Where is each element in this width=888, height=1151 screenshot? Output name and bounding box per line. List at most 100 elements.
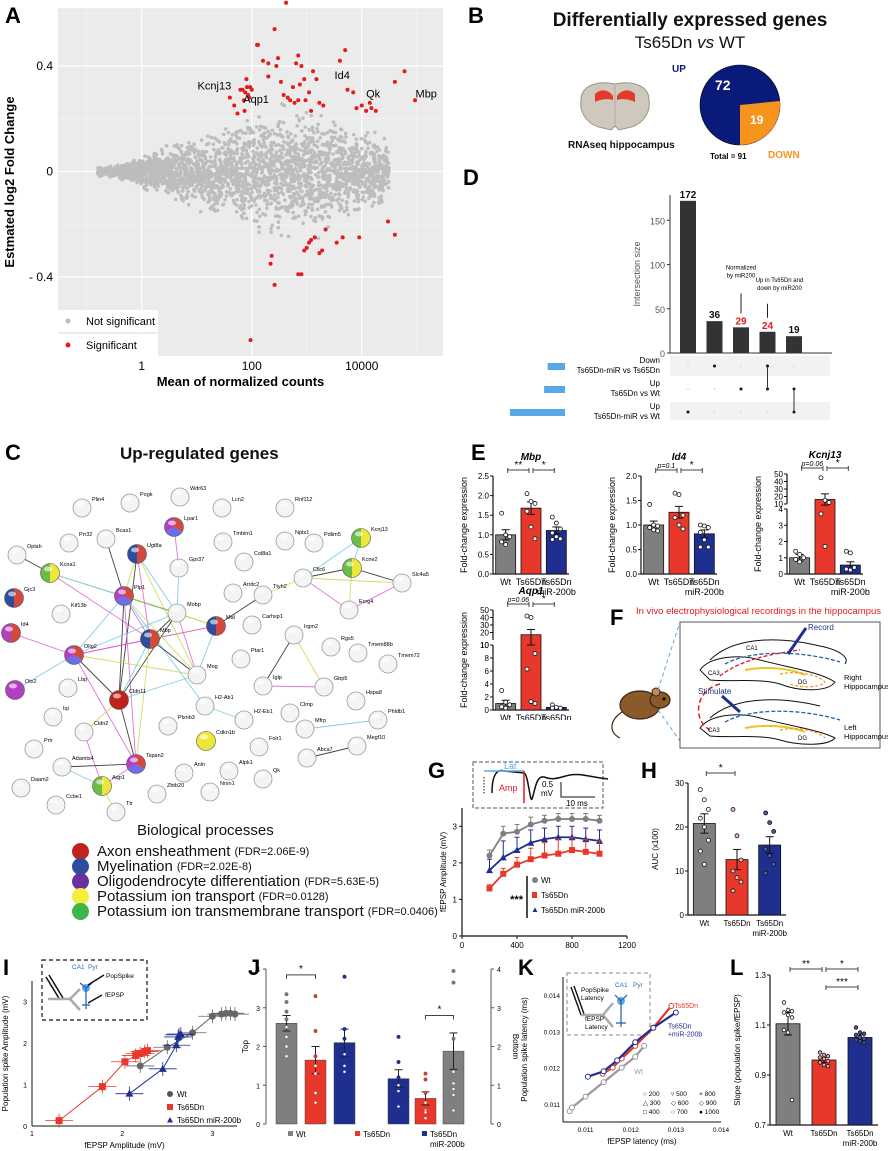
- y-tick-label: - 0.4: [29, 270, 53, 284]
- y-axis-label: fEPSP Amplitude (mV): [440, 832, 448, 913]
- gray-point: [191, 170, 195, 174]
- significant-point: [323, 227, 328, 232]
- node-label: Rgs5: [341, 636, 354, 642]
- data-point: [582, 1093, 589, 1100]
- gray-point: [227, 190, 232, 195]
- node-highlight: [257, 588, 265, 594]
- subtitle-part-3: WT: [714, 33, 746, 52]
- gray-point: [254, 125, 259, 129]
- data-point: [651, 522, 657, 528]
- node-plain: [295, 719, 315, 739]
- gray-point: [377, 148, 382, 152]
- y-axis-label: Intersection size: [632, 241, 642, 306]
- node-highlight: [238, 555, 246, 561]
- node-highlight: [253, 740, 261, 746]
- gray-point: [105, 166, 110, 170]
- gray-point: [172, 161, 177, 166]
- node-highlight: [174, 490, 182, 496]
- gray-point: [310, 177, 314, 182]
- legend-label: Wt: [177, 1090, 188, 1099]
- y-tick-label: 0.0: [478, 570, 490, 579]
- gray-point: [198, 209, 203, 214]
- intersection-value: 24: [762, 321, 774, 332]
- gray-point: [324, 160, 329, 165]
- gray-point: [121, 170, 126, 174]
- gray-point: [323, 156, 328, 161]
- gray-point: [280, 166, 284, 170]
- significance-label: p=0.06: [507, 597, 530, 604]
- gray-point: [342, 166, 347, 171]
- y-tick-label: 4: [779, 505, 784, 514]
- y-tick-label: 1.1: [755, 1021, 767, 1030]
- intersection-value: 36: [709, 310, 721, 321]
- gray-point: [296, 192, 301, 197]
- gray-point: [372, 152, 377, 156]
- gray-point: [135, 180, 139, 185]
- category-label: Wt: [500, 713, 511, 720]
- gray-point: [186, 189, 191, 194]
- matrix-row-band: [670, 402, 830, 420]
- gray-point: [281, 120, 286, 125]
- process-name: Myelination: [97, 858, 173, 875]
- network-node: Clic6: [293, 567, 325, 588]
- gray-point: [166, 185, 170, 189]
- data-point: [818, 475, 824, 481]
- node-half: [1, 623, 11, 643]
- data-point: [851, 565, 857, 570]
- gray-point: [241, 148, 245, 153]
- significant-point: [317, 100, 322, 105]
- data-point: [396, 1075, 401, 1080]
- stimulation-pathway: [570, 985, 585, 1016]
- node-label: Mal: [226, 615, 235, 621]
- gray-point: [264, 155, 269, 160]
- node-outline: [64, 645, 84, 665]
- gray-point: [250, 173, 255, 178]
- gray-point: [228, 152, 233, 157]
- gray-point: [261, 159, 266, 164]
- series-label: +miR-200b: [668, 1032, 703, 1039]
- y-tick-label: 10: [480, 641, 489, 650]
- x-axis-label: fEPSP latency (ms): [607, 1137, 677, 1146]
- gray-point: [310, 206, 314, 211]
- data-point: [451, 968, 456, 973]
- gray-point: [230, 192, 235, 197]
- data-point: [785, 1007, 791, 1013]
- bar: [811, 1059, 837, 1126]
- process-legend-item: Potassium ion transmembrane transport (FD…: [72, 903, 438, 920]
- network-edge: [302, 577, 403, 584]
- node-plain: [96, 529, 116, 549]
- node-label: Hspa8: [366, 690, 382, 696]
- set-size-bar: [509, 409, 565, 416]
- gray-point: [289, 177, 294, 181]
- significant-point: [296, 98, 301, 103]
- significant-point: [340, 235, 345, 240]
- gray-point: [318, 162, 322, 167]
- node-label: Tspan2: [146, 753, 164, 759]
- gray-point: [257, 214, 262, 219]
- matrix-dot: [713, 364, 716, 368]
- y-tick-label: 2: [779, 538, 784, 547]
- gray-point: [232, 159, 237, 163]
- gray-point: [299, 189, 303, 193]
- gray-point: [196, 163, 200, 168]
- gray-point: [257, 225, 261, 229]
- inset-amp-label: Amp: [499, 783, 518, 793]
- gene-annotation: Mbp: [416, 89, 437, 101]
- network-edge: [49, 572, 151, 640]
- node-plain: [314, 677, 334, 697]
- inset-popspike-latency: PopSpike: [581, 987, 609, 994]
- node-label: Clmp: [300, 702, 313, 708]
- gray-point: [266, 148, 271, 153]
- gray-point: [337, 201, 342, 206]
- gray-point: [183, 182, 187, 187]
- significant-point: [307, 90, 312, 95]
- gray-point: [329, 203, 333, 207]
- marker-circle: [527, 821, 534, 828]
- y-tick-label: 0: [46, 164, 53, 178]
- node-plain: [52, 757, 72, 777]
- node-label: H2-Ab1: [215, 695, 234, 701]
- node-label: Ttr: [126, 801, 133, 807]
- inset-popspike-latency: Latency: [581, 995, 605, 1002]
- gray-point: [244, 142, 249, 146]
